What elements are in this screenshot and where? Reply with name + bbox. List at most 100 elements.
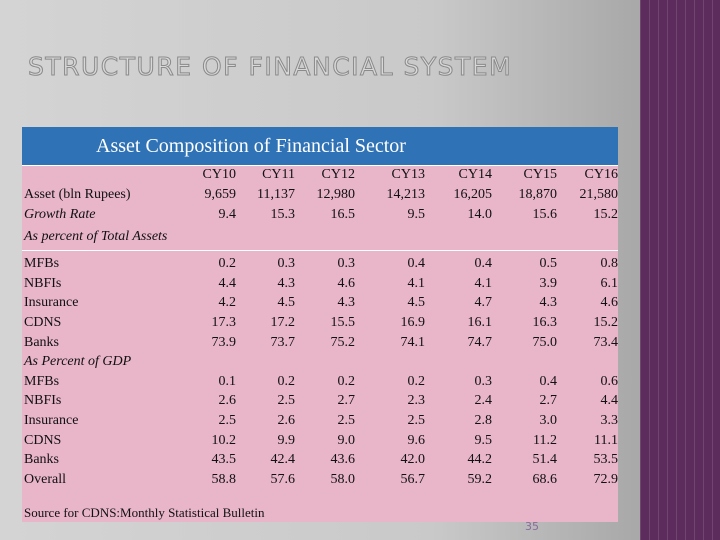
cell: 44.2	[467, 452, 493, 468]
cell: 15.2	[593, 207, 619, 222]
cell: 11.2	[533, 432, 557, 448]
cell: 68.6	[532, 472, 558, 488]
cell: 0.4	[539, 373, 558, 389]
cell: 14.0	[467, 207, 493, 222]
cell: 0.2	[218, 256, 237, 271]
cell: 17.2	[270, 314, 296, 330]
cell: 15.3	[270, 207, 296, 222]
cell: 0.5	[539, 256, 558, 271]
row-label: As percent of Total Assets	[24, 229, 168, 244]
cell: 12,980	[316, 187, 356, 202]
cell: 16.9	[400, 314, 426, 330]
cell: 0.3	[337, 256, 356, 271]
cell: 58.8	[211, 472, 237, 488]
table-caption-band: Asset Composition of Financial Sector	[22, 127, 618, 165]
cell: 9.5	[474, 432, 493, 448]
cell: 0.3	[474, 373, 493, 389]
cell: 6.1	[600, 275, 619, 291]
column-header: CY16	[584, 167, 618, 182]
cell: 0.2	[277, 373, 296, 389]
cell: 43.6	[330, 452, 356, 468]
slide-title: STRUCTURE OF FINANCIAL SYSTEM	[27, 52, 513, 82]
cell: 2.7	[337, 393, 356, 409]
cell: 2.3	[407, 393, 426, 409]
cell: 11,137	[257, 187, 295, 202]
cell: 53.5	[593, 452, 619, 468]
cell: 0.2	[407, 373, 426, 389]
cell: 4.7	[474, 295, 493, 311]
row-label: Banks	[24, 452, 59, 468]
cell: 0.4	[407, 256, 426, 271]
cell: 58.0	[330, 472, 356, 488]
cell: 11.1	[594, 432, 618, 448]
row-label: Insurance	[24, 295, 79, 311]
cell: 4.1	[407, 275, 426, 291]
cell: 2.5	[407, 413, 426, 429]
cell: 16.5	[330, 207, 356, 222]
cell: 16.3	[532, 314, 558, 330]
cell: 0.6	[600, 373, 619, 389]
column-header: CY12	[321, 167, 355, 182]
cell: 2.7	[539, 393, 558, 409]
row-label: MFBs	[24, 256, 60, 271]
column-header: CY14	[458, 167, 492, 182]
cell: 42.4	[270, 452, 296, 468]
cell: 9.0	[337, 432, 356, 448]
cell: 3.0	[539, 413, 558, 429]
cell: 74.7	[467, 334, 493, 350]
cell: 3.3	[600, 413, 619, 429]
cell: 75.2	[330, 334, 356, 350]
cell: 14,213	[386, 187, 426, 202]
cell: 18,870	[518, 187, 558, 202]
cell: 0.1	[218, 373, 237, 389]
cell: 2.6	[277, 413, 296, 429]
side-strip	[640, 0, 720, 540]
cell: 57.6	[270, 472, 296, 488]
cell: 15.5	[330, 314, 356, 330]
cell: 4.5	[277, 295, 296, 311]
rule	[22, 165, 618, 166]
cell: 17.3	[211, 314, 237, 330]
cell: 75.0	[532, 334, 558, 350]
cell: 16,205	[453, 187, 493, 202]
cell: 9.4	[218, 207, 237, 222]
cell: 43.5	[211, 452, 237, 468]
column-header: CY15	[523, 167, 557, 182]
cell: 9.6	[407, 432, 426, 448]
cell: 51.4	[532, 452, 558, 468]
cell: 73.4	[593, 334, 619, 350]
cell: 72.9	[593, 472, 619, 488]
cell: 4.1	[474, 275, 493, 291]
cell: 4.2	[218, 295, 237, 311]
cell: 73.9	[211, 334, 237, 350]
cell: 9.5	[407, 207, 426, 222]
cell: 0.3	[277, 256, 296, 271]
cell: 15.6	[532, 207, 558, 222]
column-header: CY13	[391, 167, 425, 182]
cell: 2.5	[337, 413, 356, 429]
row-label: NBFIs	[24, 393, 62, 409]
cell: 4.6	[600, 295, 619, 311]
cell: 2.8	[474, 413, 493, 429]
cell: 0.8	[600, 256, 619, 271]
table: Asset Composition of Financial Sector So…	[22, 127, 618, 522]
cell: 9,659	[204, 187, 237, 202]
cell: 59.2	[467, 472, 493, 488]
table-caption: Asset Composition of Financial Sector	[96, 135, 406, 157]
cell: 4.4	[600, 393, 619, 409]
row-label: Asset (bln Rupees)	[24, 187, 131, 202]
cell: 3.9	[539, 275, 558, 291]
page-number: 35	[525, 520, 539, 533]
cell: 9.9	[277, 432, 296, 448]
cell: 2.4	[474, 393, 493, 409]
row-label: Insurance	[24, 413, 79, 429]
row-label: NBFIs	[24, 275, 62, 291]
row-label: Growth Rate	[24, 207, 96, 222]
cell: 2.6	[218, 393, 237, 409]
cell: 42.0	[400, 452, 426, 468]
cell: 15.2	[593, 314, 619, 330]
cell: 0.4	[474, 256, 493, 271]
cell: 4.3	[337, 295, 356, 311]
cell: 21,580	[579, 187, 619, 202]
